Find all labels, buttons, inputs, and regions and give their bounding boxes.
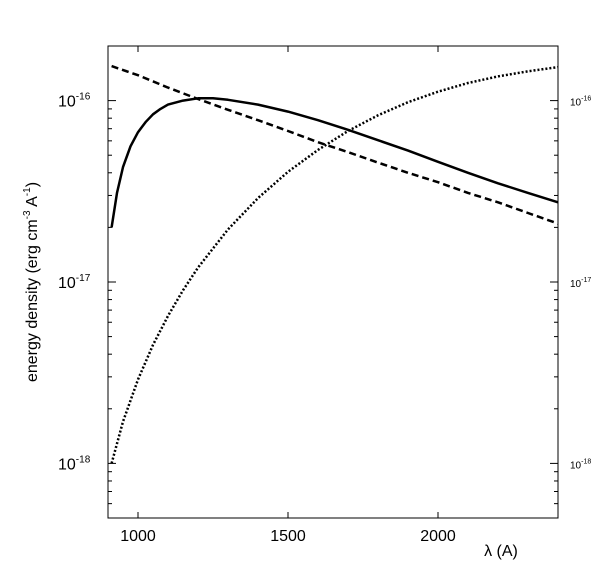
plot-frame [107,45,559,519]
y-axis-label: energy density (erg cm-3 A-1) [22,182,41,382]
y-axis-label-sup1: -3 [22,210,33,219]
y-tick-label-left: 10-16 [58,92,91,111]
y-axis-label-sup2: -1 [22,187,33,196]
y-tick-label-left: 10-17 [58,273,91,292]
x-tick-label: 1000 [120,528,156,545]
series-line-dashed [111,64,559,225]
y-axis-label-main: energy density (erg cm [24,219,41,382]
series-line-dotted [110,65,559,464]
y-tick-label-right: 10-18 [570,458,591,471]
y-tick-label-left: 10-18 [58,454,91,473]
x-tick-label: 2000 [420,528,456,545]
series-line-solid [110,97,559,228]
y-axis-label-mid: A [24,196,41,211]
y-tick-label-right: 10-16 [570,96,591,109]
x-axis-label: λ (A) [484,543,518,560]
y-tick-label-right: 10-17 [570,277,591,290]
series-layer [110,64,559,464]
tick-labels: 1000 1500 2000 10-18 10-18 10-17 10-17 10-16 10-… [58,92,591,545]
y-axis-label-end: ) [24,182,41,187]
axis-ticks [108,45,558,519]
x-tick-label: 1500 [270,528,306,545]
